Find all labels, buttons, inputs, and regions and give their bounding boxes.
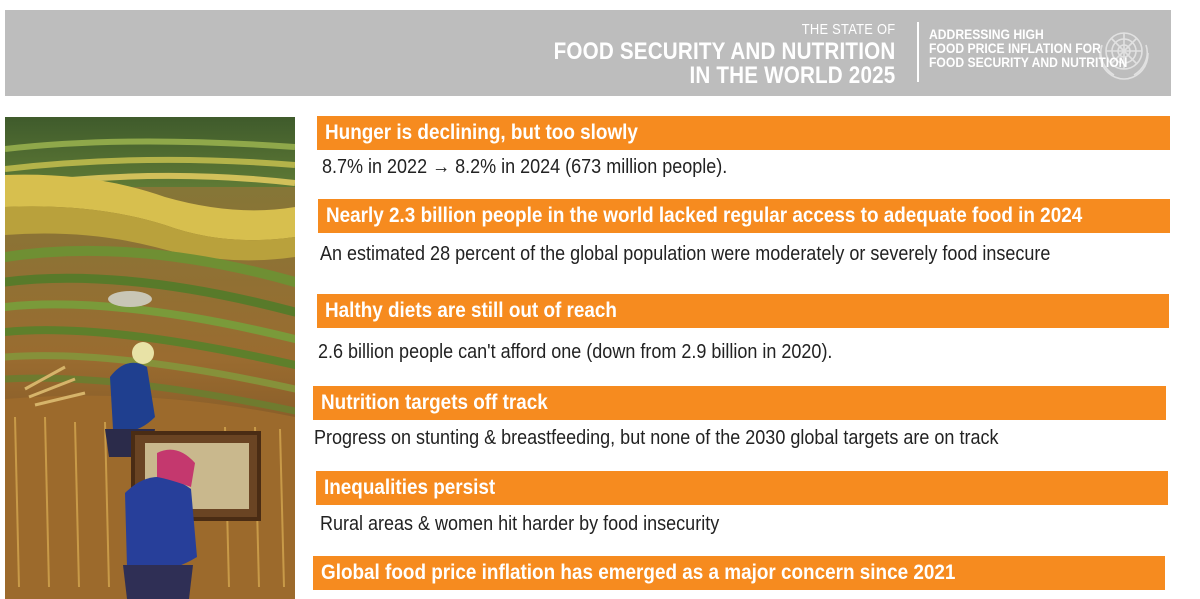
title-divider bbox=[917, 22, 919, 82]
finding-detail-text: An estimated 28 percent of the global po… bbox=[320, 243, 1051, 265]
finding-detail-text: Rural areas & women hit harder by food i… bbox=[320, 513, 720, 535]
finding-detail-text: 8.7% in 2022 → 8.2% in 2024 (673 million… bbox=[322, 156, 728, 178]
finding-detail-text: 2.6 billion people can't afford one (dow… bbox=[318, 341, 833, 363]
rice-terrace-farmers-photo bbox=[5, 117, 295, 599]
finding-heading-food-price-inflation: Global food price inflation has emerged … bbox=[313, 556, 1165, 590]
finding-heading-healthy-diets: Halthy diets are still out of reach bbox=[317, 294, 1169, 328]
finding-heading-text: Hunger is declining, but too slowly bbox=[325, 121, 638, 144]
finding-heading-text: Halthy diets are still out of reach bbox=[325, 299, 617, 322]
report-theme-line-2: FOOD PRICE INFLATION FOR bbox=[929, 41, 1101, 56]
report-theme-line-1: ADDRESSING HIGH bbox=[929, 27, 1044, 42]
finding-heading-text: Global food price inflation has emerged … bbox=[321, 561, 956, 584]
header-banner: THE STATE OF FOOD SECURITY AND NUTRITION… bbox=[5, 10, 1171, 96]
un-emblem-icon bbox=[1092, 23, 1156, 83]
finding-heading-food-access: Nearly 2.3 billion people in the world l… bbox=[318, 199, 1170, 233]
report-title: THE STATE OF FOOD SECURITY AND NUTRITION… bbox=[553, 22, 895, 88]
finding-detail-food-access: An estimated 28 percent of the global po… bbox=[320, 241, 1132, 267]
finding-heading-text: Nearly 2.3 billion people in the world l… bbox=[326, 204, 1083, 227]
report-title-line-1: FOOD SECURITY AND NUTRITION bbox=[553, 38, 895, 65]
finding-heading-inequalities: Inequalities persist bbox=[316, 471, 1168, 505]
finding-detail-hunger-declining: 8.7% in 2022 → 8.2% in 2024 (673 million… bbox=[322, 154, 772, 180]
report-title-line-2: IN THE WORLD 2025 bbox=[689, 62, 895, 89]
finding-detail-nutrition-targets: Progress on stunting & breastfeeding, bu… bbox=[314, 425, 1075, 451]
report-theme: ADDRESSING HIGH FOOD PRICE INFLATION FOR… bbox=[929, 28, 1127, 70]
finding-heading-nutrition-targets: Nutrition targets off track bbox=[313, 386, 1166, 420]
finding-detail-text: Progress on stunting & breastfeeding, bu… bbox=[314, 427, 999, 449]
finding-heading-text: Nutrition targets off track bbox=[321, 391, 548, 414]
finding-heading-hunger-declining: Hunger is declining, but too slowly bbox=[317, 116, 1170, 150]
report-title-kicker: THE STATE OF bbox=[801, 21, 895, 38]
finding-heading-text: Inequalities persist bbox=[324, 476, 496, 499]
report-theme-line-3: FOOD SECURITY AND NUTRITION bbox=[929, 55, 1128, 70]
finding-detail-healthy-diets: 2.6 billion people can't afford one (dow… bbox=[318, 339, 890, 365]
finding-detail-inequalities: Rural areas & women hit harder by food i… bbox=[320, 511, 764, 537]
